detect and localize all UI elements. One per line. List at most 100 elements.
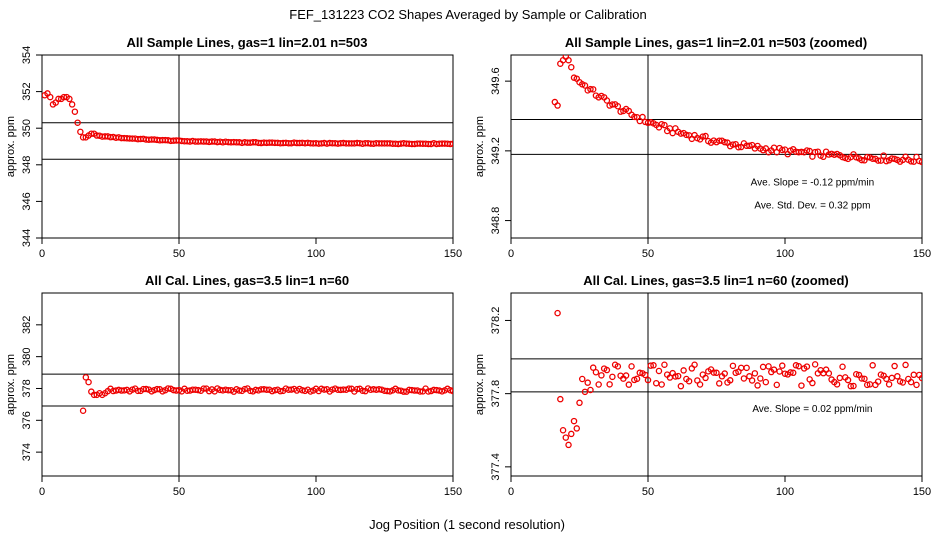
x-tick-label: 150	[913, 486, 931, 498]
data-point	[82, 374, 90, 381]
figure-x-axis-label: Jog Position (1 second resolution)	[369, 517, 565, 532]
data-point	[809, 379, 816, 387]
y-tick-label: 352	[21, 82, 33, 100]
x-tick-label: 100	[776, 248, 794, 260]
data-point	[729, 362, 737, 370]
data-point	[902, 361, 909, 369]
data-point	[680, 367, 687, 374]
data-point	[562, 434, 570, 441]
data-point	[66, 95, 73, 103]
x-tick-label: 100	[307, 486, 325, 498]
data-point	[642, 371, 649, 379]
data-point	[869, 362, 876, 369]
data-point	[589, 86, 597, 93]
data-point	[683, 131, 690, 139]
data-point	[803, 363, 811, 370]
annotation-text: Ave. Std. Dev. = 0.32 ppm	[754, 200, 870, 211]
data-point	[852, 371, 860, 378]
data-point	[661, 361, 668, 368]
data-point	[164, 385, 172, 392]
data-point	[200, 385, 207, 392]
x-tick-label: 0	[508, 248, 514, 260]
data-point	[779, 362, 786, 369]
y-tick-label: 349.2	[490, 137, 502, 165]
data-point	[55, 95, 62, 103]
data-point	[888, 374, 896, 382]
data-point	[759, 363, 767, 371]
data-point	[425, 388, 432, 395]
data-point	[754, 382, 761, 389]
y-tick-label: 348.8	[490, 207, 502, 235]
data-point	[647, 362, 654, 369]
data-point	[713, 369, 720, 377]
y-tick-label: 348	[21, 156, 33, 174]
data-point	[153, 385, 161, 393]
plot-frame	[510, 292, 923, 477]
y-tick-label: 344	[21, 229, 33, 247]
data-point	[573, 425, 581, 432]
data-point	[570, 417, 578, 425]
data-point	[811, 148, 819, 156]
data-point	[603, 97, 611, 104]
data-point	[345, 385, 353, 392]
data-point	[60, 93, 68, 101]
data-point	[655, 367, 663, 375]
data-point	[839, 363, 846, 370]
data-point	[894, 373, 901, 380]
data-point	[320, 386, 328, 393]
data-series	[554, 309, 922, 449]
data-point	[592, 368, 600, 376]
data-point	[869, 155, 876, 162]
data-point	[658, 381, 665, 388]
data-point	[576, 399, 583, 407]
x-tick-label: 100	[307, 248, 325, 260]
data-point	[674, 372, 682, 380]
x-tick-label: 50	[642, 486, 654, 498]
data-point	[650, 362, 657, 369]
data-point	[820, 153, 827, 161]
panel-title: All Sample Lines, gas=1 lin=2.01 n=503 (…	[565, 35, 867, 50]
x-tick-label: 50	[173, 486, 185, 498]
data-point	[907, 378, 915, 386]
data-point	[746, 142, 753, 150]
y-tick-label: 380	[21, 347, 33, 365]
data-point	[702, 374, 709, 382]
data-point	[811, 361, 819, 368]
data-point	[568, 63, 575, 71]
y-tick-label: 378	[21, 379, 33, 397]
data-point	[765, 363, 772, 370]
data-point	[776, 368, 783, 375]
data-point	[449, 387, 453, 395]
data-point	[609, 101, 616, 108]
data-point	[710, 369, 718, 376]
figure-title: FEF_131223 CO2 Shapes Averaged by Sample…	[289, 7, 646, 22]
data-point	[609, 373, 616, 381]
data-point	[554, 102, 561, 109]
data-series	[79, 374, 453, 415]
data-point	[699, 133, 707, 140]
data-point	[565, 441, 572, 449]
y-tick-label: 374	[21, 443, 33, 461]
y-axis-label: approx. ppm	[474, 354, 486, 415]
data-point	[661, 121, 668, 129]
x-tick-label: 50	[642, 248, 654, 260]
data-point	[685, 377, 693, 385]
data-point	[858, 375, 865, 382]
data-point	[899, 379, 907, 386]
data-point	[79, 407, 87, 415]
y-tick-label: 346	[21, 192, 33, 210]
data-point	[735, 143, 742, 151]
y-axis-label: approx. ppm	[5, 116, 17, 177]
data-point	[595, 381, 602, 388]
data-point	[74, 119, 81, 126]
data-point	[880, 152, 887, 159]
x-tick-label: 0	[508, 486, 514, 498]
panel-cal-zoomed: All Cal. Lines, gas=3.5 lin=1 n=60 (zoom…	[474, 273, 931, 498]
data-point	[581, 388, 589, 396]
y-axis-label: approx. ppm	[474, 116, 486, 177]
data-point	[568, 430, 575, 438]
data-point	[565, 56, 572, 64]
data-point	[587, 85, 594, 93]
x-tick-label: 150	[444, 248, 462, 260]
panel-sample-zoomed: All Sample Lines, gas=1 lin=2.01 n=503 (…	[474, 35, 931, 260]
